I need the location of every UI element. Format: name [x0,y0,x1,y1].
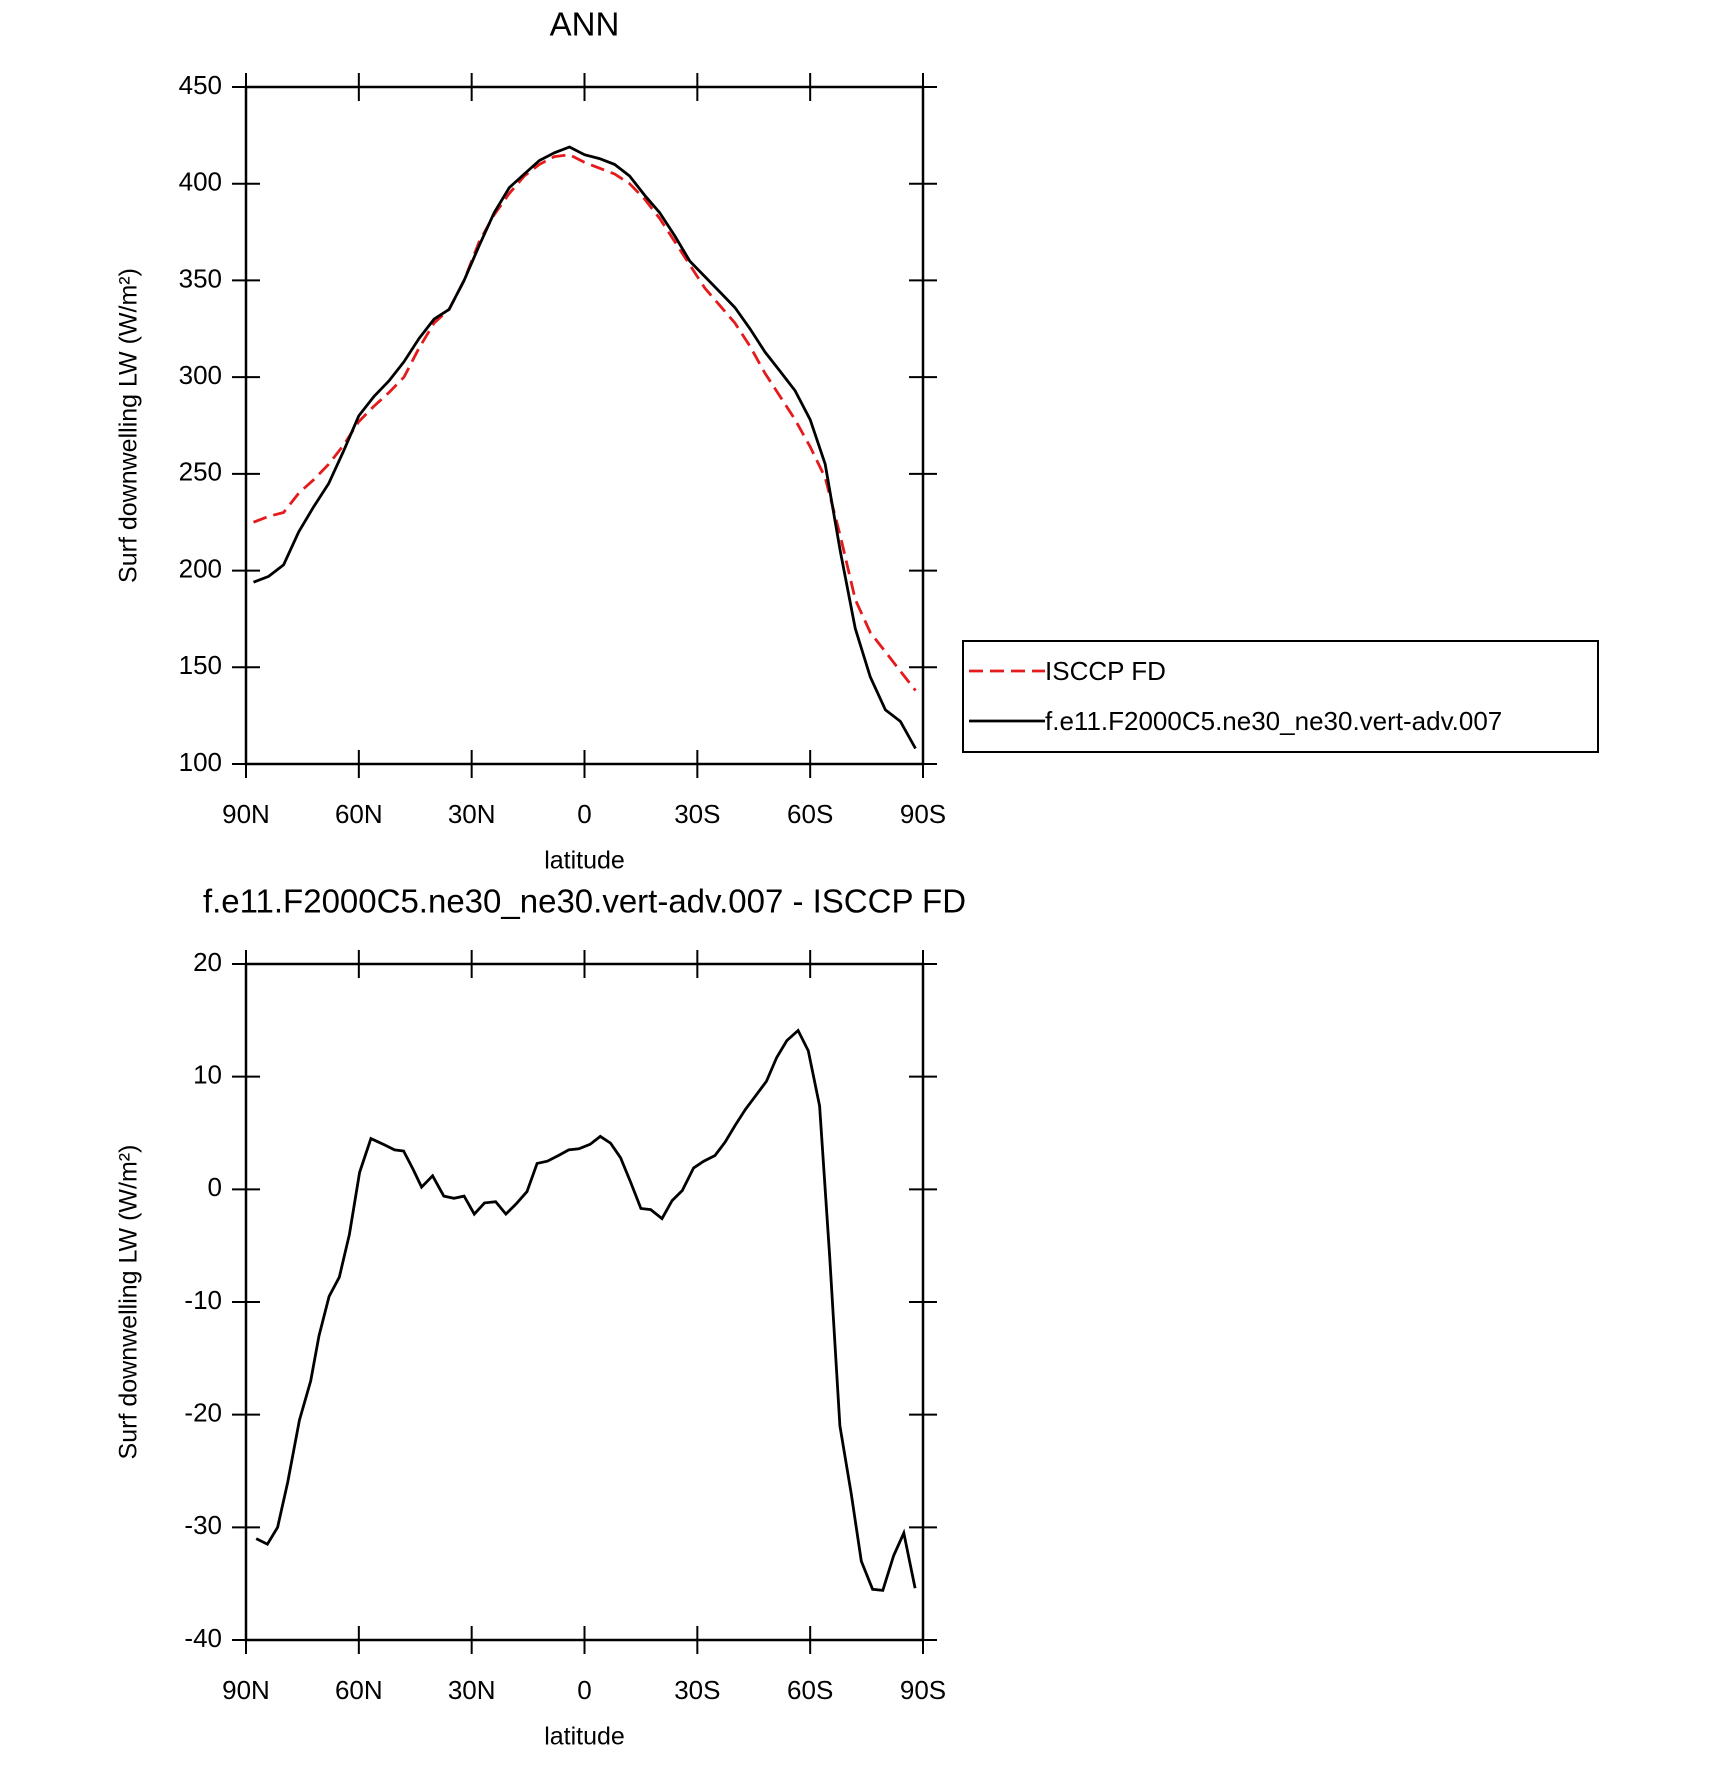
plot-frame [244,962,925,1642]
series-line [252,153,917,692]
legend-label: ISCCP FD [1045,656,1166,686]
series-line [252,145,917,750]
y-tick-label: -30 [184,1510,222,1540]
y-tick-label: 200 [179,553,222,583]
x-tick-label: 60S [787,799,833,829]
x-tick-label: 90S [900,799,946,829]
y-axis-label: Surf downwelling LW (W/m²) [115,1145,143,1460]
y-tick-label: 350 [179,263,222,293]
y-tick-label: 250 [179,457,222,487]
x-tick-label: 30N [448,1675,496,1705]
x-tick-label: 60N [335,799,383,829]
x-tick-label: 60S [787,1675,833,1705]
x-tick-label: 30S [674,799,720,829]
y-tick-label: 100 [179,747,222,777]
y-tick-label: 300 [179,360,222,390]
y-tick-label: 10 [193,1060,222,1090]
y-tick-label: 0 [208,1172,222,1202]
y-tick-label: -20 [184,1398,222,1428]
y-axis-label: Surf downwelling LW (W/m²) [115,268,143,583]
y-tick-label: -40 [184,1623,222,1653]
x-tick-label: 0 [577,799,591,829]
x-tick-label: 60N [335,1675,383,1705]
series-line [255,1028,917,1592]
x-tick-label: 90S [900,1675,946,1705]
x-tick-label: 30S [674,1675,720,1705]
y-tick-label: -10 [184,1285,222,1315]
x-tick-label: 90N [222,799,270,829]
x-tick-label: 30N [448,799,496,829]
x-axis-label: latitude [544,1723,625,1751]
chart-title: ANN [550,6,620,43]
legend-label: f.e11.F2000C5.ne30_ne30.vert-adv.007 [1045,706,1502,736]
legend-box [962,640,1599,753]
y-tick-label: 450 [179,70,222,100]
x-tick-label: 0 [577,1675,591,1705]
y-tick-label: 150 [179,650,222,680]
y-tick-label: 400 [179,167,222,197]
chart-title: f.e11.F2000C5.ne30_ne30.vert-adv.007 - I… [203,883,966,920]
plot-frame [244,85,925,766]
x-tick-label: 90N [222,1675,270,1705]
y-tick-label: 20 [193,947,222,977]
x-axis-label: latitude [544,847,625,875]
